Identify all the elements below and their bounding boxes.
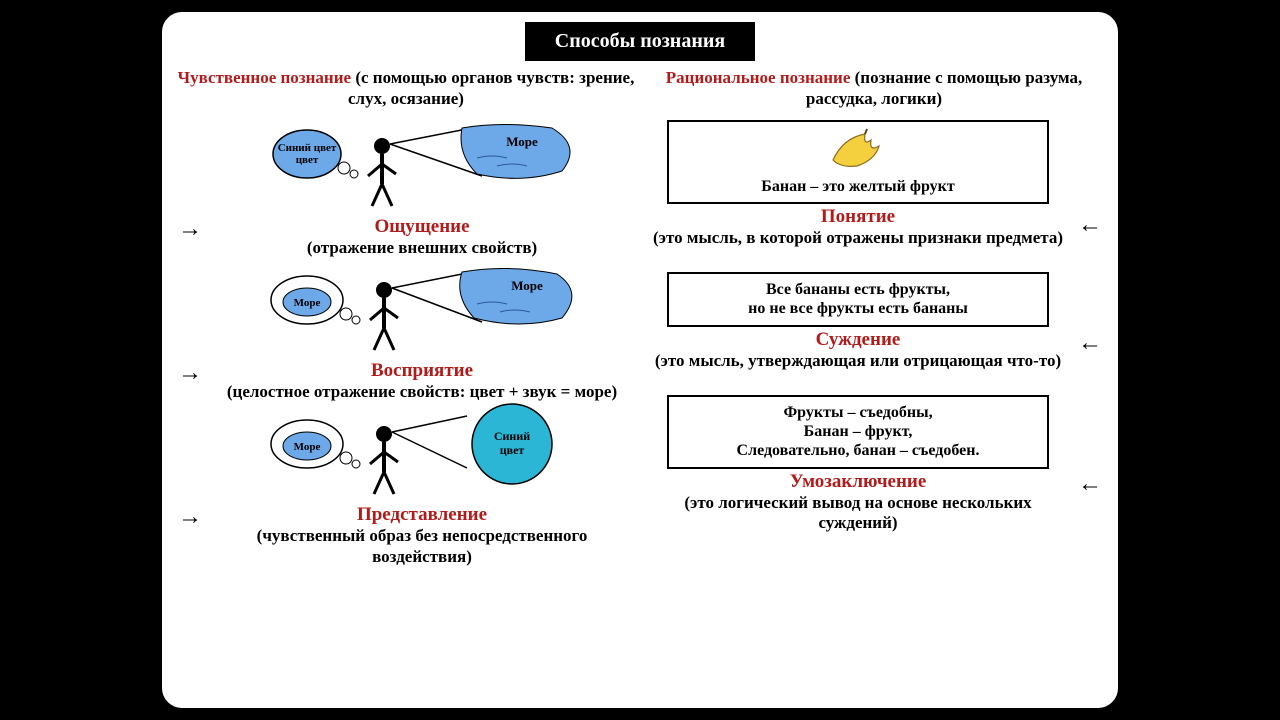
- illustration-representation: Море: [214, 404, 630, 502]
- left-header-rest: (с помощью органов чувств: зрение, слух,…: [348, 68, 634, 108]
- illustration-perception: Море: [214, 260, 630, 358]
- illustration-sensation: Синий цвет цвет: [214, 116, 630, 214]
- sea-icon: Море: [460, 268, 572, 324]
- sea-icon: Море: [461, 124, 570, 178]
- left-entry-2: Море: [176, 260, 636, 402]
- defn-representation: (чувственный образ без непосредственного…: [214, 526, 630, 567]
- thought-bubble-icon: Море: [271, 276, 360, 324]
- svg-text:Море: Море: [294, 297, 321, 309]
- left-header: Чувственное познание (с помощью органов …: [176, 67, 636, 110]
- concept-box-2: Все бананы есть фрукты, но не все фрукты…: [667, 272, 1050, 326]
- arrow-right-icon: →: [178, 216, 202, 243]
- person-icon: [370, 426, 398, 494]
- right-header-red: Рациональное познание: [666, 68, 851, 87]
- right-entry-1: Банан – это желтый фрукт ← Понятие (это …: [644, 120, 1104, 249]
- left-column: Чувственное познание (с помощью органов …: [176, 67, 636, 697]
- term-representation: Представление: [214, 504, 630, 526]
- svg-text:Море: Море: [511, 278, 543, 293]
- left-entry-3: Море: [176, 404, 636, 567]
- main-title: Способы познания: [525, 22, 755, 61]
- right-entry-2: Все бананы есть фрукты, но не все фрукты…: [644, 272, 1104, 371]
- diagram-panel: Способы познания Чувственное познание (с…: [160, 10, 1120, 710]
- box-text-2: Все бананы есть фрукты, но не все фрукты…: [748, 281, 968, 317]
- right-entry-3: Фрукты – съедобны, Банан – фрукт, Следов…: [644, 395, 1104, 533]
- box-text-3: Фрукты – съедобны, Банан – фрукт, Следов…: [737, 404, 980, 459]
- term-sensation: Ощущение: [214, 216, 630, 238]
- right-column: Рациональное познание (познание с помощь…: [644, 67, 1104, 697]
- concept-box-3: Фрукты – съедобны, Банан – фрукт, Следов…: [667, 395, 1050, 469]
- defn-inference: (это логический вывод на основе нескольк…: [650, 493, 1066, 534]
- svg-text:Синий: Синий: [494, 429, 530, 443]
- defn-judgment: (это мысль, утверждающая или отрицающая …: [650, 351, 1066, 371]
- arrow-left-icon: ←: [1078, 212, 1102, 239]
- arrow-left-icon: ←: [1078, 330, 1102, 357]
- banana-icon: [823, 126, 893, 172]
- defn-sensation: (отражение внешних свойств): [214, 238, 630, 258]
- right-header: Рациональное познание (познание с помощь…: [644, 67, 1104, 110]
- arrow-right-icon: →: [178, 504, 202, 531]
- columns: Чувственное познание (с помощью органов …: [176, 67, 1104, 697]
- term-concept: Понятие: [650, 206, 1066, 228]
- arrow-left-icon: ←: [1078, 471, 1102, 498]
- svg-text:Море: Море: [294, 441, 321, 453]
- arrow-right-icon: →: [178, 360, 202, 387]
- thought-bubble-icon: Синий цвет цвет: [273, 130, 358, 178]
- term-perception: Восприятие: [214, 360, 630, 382]
- concept-box-1: Банан – это желтый фрукт: [667, 120, 1050, 204]
- left-header-red: Чувственное познание: [178, 68, 351, 87]
- term-inference: Умозаключение: [650, 471, 1066, 493]
- svg-text:цвет: цвет: [296, 154, 319, 166]
- term-judgment: Суждение: [650, 329, 1066, 351]
- blue-circle-icon: Синий цвет: [472, 404, 552, 484]
- svg-text:Синий цвет: Синий цвет: [278, 142, 337, 154]
- person-icon: [368, 138, 396, 206]
- defn-perception: (целостное отражение свойств: цвет + зву…: [214, 382, 630, 402]
- svg-text:Море: Море: [506, 134, 538, 149]
- person-icon: [370, 282, 398, 350]
- box-text-1: Банан – это желтый фрукт: [677, 177, 1040, 196]
- thought-bubble-icon: Море: [271, 420, 360, 468]
- defn-concept: (это мысль, в которой отражены признаки …: [650, 228, 1066, 248]
- svg-text:цвет: цвет: [500, 443, 525, 457]
- left-entry-1: Синий цвет цвет: [176, 116, 636, 258]
